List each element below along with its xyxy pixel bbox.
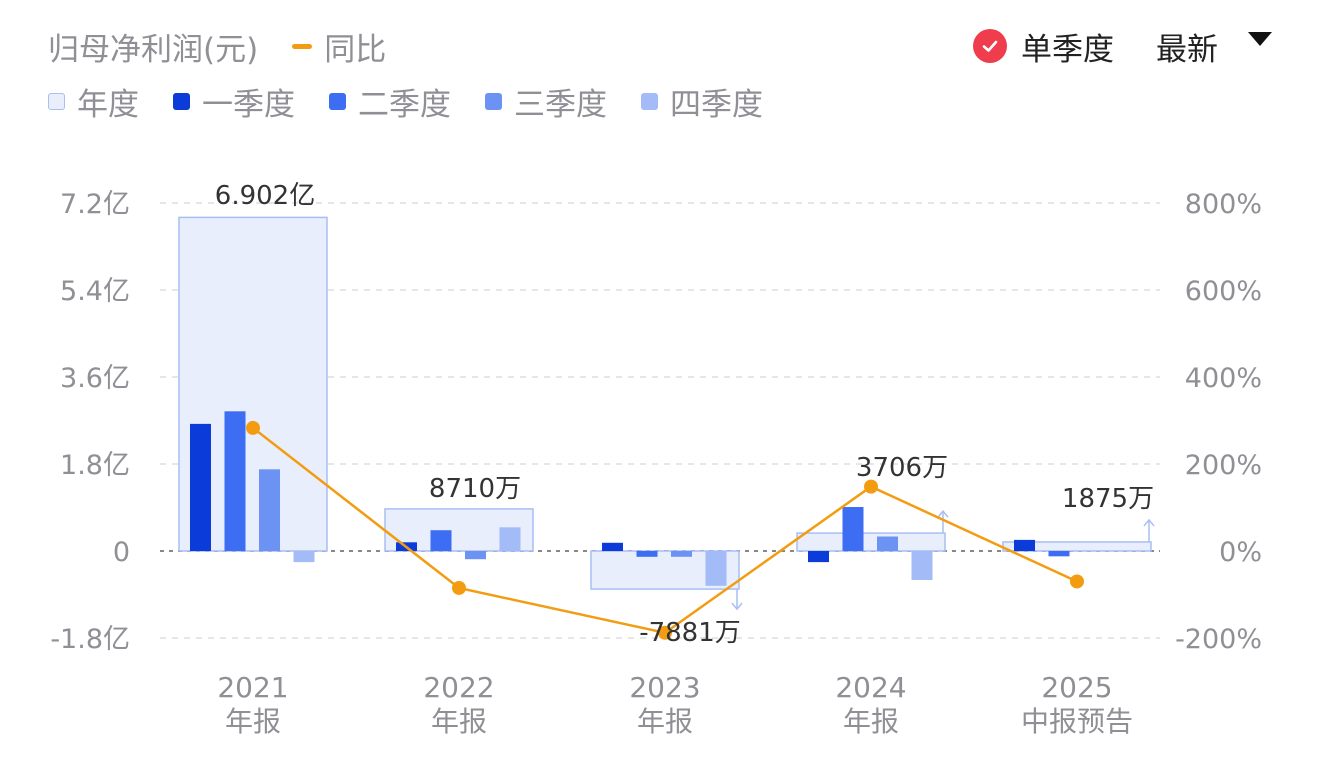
- legend-item-q4[interactable]: 四季度: [641, 79, 763, 124]
- legend-yoy-label: 同比: [324, 31, 387, 68]
- legend-row-top: 归母净利润(元) 同比: [48, 24, 420, 68]
- x-tick-kind: 中报预告: [1021, 705, 1133, 738]
- q4-swatch: [641, 92, 658, 110]
- x-tick-year: 2022: [423, 671, 494, 704]
- q3-swatch: [485, 92, 502, 110]
- x-tick-year: 2023: [629, 671, 700, 704]
- legend-annual-label: 年度: [77, 86, 139, 123]
- x-tick-year: 2025: [1041, 671, 1112, 704]
- display-toggle: 单季度 最新: [973, 24, 1272, 68]
- quarter-bar: [671, 551, 692, 557]
- quarter-bar: [636, 551, 658, 557]
- x-tick-year: 2021: [217, 671, 288, 704]
- y-left-tick-label: 1.8亿: [60, 450, 130, 481]
- x-tick-kind: 年报: [637, 705, 693, 738]
- y-right-tick-label: 400%: [1185, 363, 1262, 394]
- y-left-tick-label: 5.4亿: [60, 276, 130, 307]
- y-left-tick-label: 7.2亿: [60, 189, 130, 220]
- annual-bar: [796, 532, 946, 552]
- legend-q2-label: 二季度: [358, 86, 451, 123]
- annual-swatch: [48, 92, 65, 110]
- annual-value-label: 8710万: [429, 474, 521, 504]
- y-right-tick-label: 200%: [1185, 450, 1262, 481]
- quarter-bar: [911, 551, 933, 580]
- annual-value-label: 1875万: [1062, 484, 1154, 514]
- legend-item-annual[interactable]: 年度: [48, 79, 139, 124]
- quarter-bar: [259, 469, 280, 551]
- x-tick-kind: 年报: [431, 705, 487, 738]
- annual-arrow-icon: [937, 509, 949, 518]
- legend-item-q2[interactable]: 二季度: [329, 79, 451, 124]
- yoy-point: [1070, 574, 1084, 589]
- legend-q4-label: 四季度: [670, 86, 763, 123]
- latest-dropdown[interactable]: 最新: [1156, 31, 1218, 68]
- y-right-tick-label: -200%: [1175, 624, 1262, 655]
- annual-arrow-icon: [1143, 518, 1155, 527]
- legend-item-q3[interactable]: 三季度: [485, 79, 607, 124]
- chevron-down-icon[interactable]: [1248, 32, 1272, 46]
- legend-q1-label: 一季度: [202, 86, 295, 123]
- x-tick-year: 2024: [835, 671, 906, 704]
- y-left-tick-label: -1.8亿: [50, 624, 130, 655]
- quarter-bar: [842, 507, 864, 551]
- quarter-bar: [190, 423, 211, 551]
- yoy-line: [252, 426, 1078, 635]
- y-right-tick-label: 0%: [1219, 537, 1262, 568]
- legend-item-q1[interactable]: 一季度: [173, 79, 295, 124]
- yoy-point: [658, 625, 672, 640]
- yoy-point: [452, 580, 466, 595]
- x-tick-kind: 年报: [843, 705, 899, 738]
- annual-value-label: -7881万: [639, 618, 741, 648]
- single-quarter-toggle[interactable]: 单季度: [1021, 31, 1114, 68]
- quarter-bar: [499, 527, 521, 551]
- quarter-bar: [465, 551, 486, 560]
- annual-value-label: 3706万: [856, 453, 948, 483]
- quarter-bar: [602, 542, 623, 551]
- legend-title: 归母净利润(元): [48, 24, 258, 69]
- yoy-point: [864, 479, 878, 494]
- legend-q3-label: 三季度: [514, 86, 607, 123]
- quarter-bar: [1014, 539, 1035, 551]
- y-left-tick-label: 3.6亿: [60, 363, 130, 394]
- yoy-line-swatch: [292, 43, 313, 49]
- check-icon[interactable]: [973, 29, 1007, 63]
- quarter-bar: [224, 411, 246, 551]
- yoy-point: [246, 420, 260, 435]
- quarter-bar: [705, 551, 727, 586]
- x-tick-kind: 年报: [225, 705, 281, 738]
- annual-value-label: 6.902亿: [215, 181, 315, 211]
- quarter-bar: [808, 551, 829, 563]
- q2-swatch: [329, 92, 346, 110]
- y-right-tick-label: 600%: [1185, 276, 1262, 307]
- quarter-bar: [430, 530, 452, 551]
- legend-row-series: 年度 一季度 二季度 三季度 四季度: [48, 79, 797, 123]
- y-left-tick-label: 0: [113, 537, 130, 568]
- quarter-bar: [877, 536, 898, 551]
- quarter-bar: [1048, 551, 1070, 557]
- y-right-tick-label: 800%: [1185, 189, 1262, 220]
- legend-title-text: 归母净利润(元): [48, 31, 259, 68]
- quarter-bar: [293, 551, 315, 563]
- q1-swatch: [173, 92, 190, 110]
- legend-item-yoy[interactable]: 同比: [292, 24, 386, 69]
- annual-arrow-icon: [731, 602, 743, 611]
